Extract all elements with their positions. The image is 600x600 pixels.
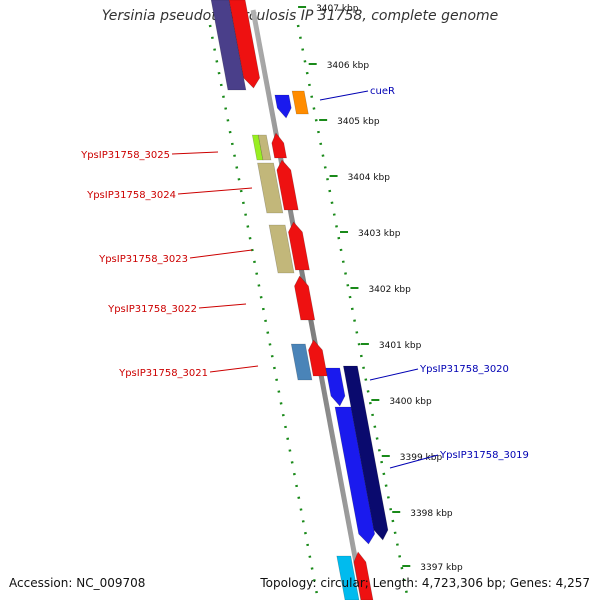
left-track-boundary — [208, 24, 320, 600]
gene-label-leader — [209, 365, 259, 373]
gene-olive-3023[interactable] — [268, 224, 295, 274]
map-title: Yersinia pseudotuberculosis IP 31758, co… — [101, 8, 499, 24]
gene-label-leader — [171, 151, 219, 155]
tick-label: 3403 kbp — [358, 229, 401, 239]
tick-label: 3407 kbp — [316, 4, 359, 14]
accession-text: Accession: NC_009708 — [9, 576, 146, 590]
gene-label-cuer[interactable]: cueR — [370, 86, 395, 97]
gene-blue-3019[interactable] — [334, 406, 376, 545]
gene-red-bottom[interactable] — [353, 551, 374, 600]
gene-red-3022[interactable] — [294, 275, 316, 321]
gene-steel-3021[interactable] — [290, 343, 313, 381]
gene-red-3025[interactable] — [271, 132, 287, 159]
gene-purple-top[interactable] — [210, 0, 247, 91]
gene-red-3021[interactable] — [308, 339, 328, 377]
gene-label-ypsip31758_3020[interactable]: YpsIP31758_3020 — [419, 364, 509, 375]
gene-label-ypsip31758_3024[interactable]: YpsIP31758_3024 — [86, 190, 176, 201]
gene-red-3024[interactable] — [276, 159, 299, 211]
gene-label-leader — [198, 303, 247, 309]
gene-label-leader — [189, 249, 253, 259]
gene-red-top[interactable] — [228, 0, 260, 89]
gene-navy-3020[interactable] — [343, 365, 389, 541]
tick-label: 3401 kbp — [379, 341, 422, 351]
gene-label-ypsip31758_3022[interactable]: YpsIP31758_3022 — [107, 304, 197, 315]
tick-label: 3400 kbp — [389, 397, 432, 407]
gene-label-leader — [369, 368, 419, 381]
gene-label-leader — [389, 454, 439, 469]
tick-label: 3402 kbp — [368, 285, 411, 295]
gene-label-leader — [177, 187, 253, 195]
gene-red-3023[interactable] — [288, 221, 310, 271]
gene-blue-small[interactable] — [274, 94, 292, 119]
gene-label-ypsip31758_3023[interactable]: YpsIP31758_3023 — [98, 254, 188, 265]
gene-label-leader — [319, 90, 369, 101]
tick-label: 3399 kbp — [400, 453, 443, 463]
gene-label-ypsip31758_3025[interactable]: YpsIP31758_3025 — [80, 150, 170, 161]
gene-blue-3020[interactable] — [325, 367, 346, 407]
tick-label: 3406 kbp — [327, 61, 370, 71]
gene-olive-3024[interactable] — [257, 162, 284, 214]
gene-olive-3025[interactable] — [257, 134, 272, 161]
tick-label: 3405 kbp — [337, 117, 380, 127]
gene-label-ypsip31758_3019[interactable]: YpsIP31758_3019 — [439, 450, 529, 461]
topology-text: Topology: circular; Length: 4,723,306 bp… — [260, 576, 590, 590]
gene-cyan-bottom[interactable] — [336, 555, 360, 600]
tick-label: 3398 kbp — [410, 509, 453, 519]
gene-label-ypsip31758_3021[interactable]: YpsIP31758_3021 — [118, 368, 208, 379]
tick-label: 3397 kbp — [420, 563, 463, 573]
gene-orange-cuer[interactable] — [291, 90, 309, 115]
right-track-boundary — [296, 24, 410, 600]
tick-label: 3404 kbp — [348, 173, 391, 183]
track-boundaries — [208, 24, 410, 600]
